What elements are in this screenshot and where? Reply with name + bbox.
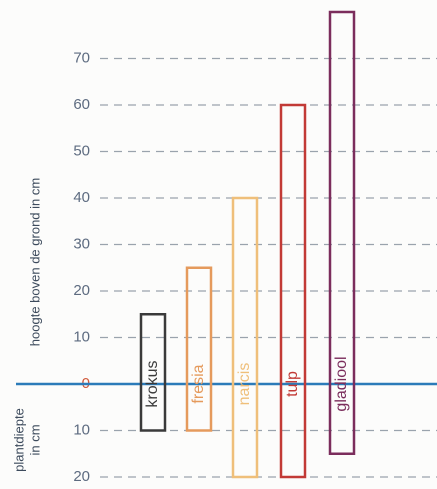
y-tick-label: 20 (73, 282, 90, 299)
bar-label: narcis (236, 363, 253, 406)
y-axis-title-below: plantdiepte (11, 408, 26, 472)
bar (328, 10, 356, 455)
y-tick-label: 40 (73, 189, 90, 206)
y-tick-label: 10 (73, 328, 90, 345)
y-tick-label: 10 (73, 421, 90, 438)
bar-label: krokus (144, 360, 161, 407)
bar-label: gladiool (333, 356, 350, 411)
y-axis-title: hoogte boven de grond in cm (27, 178, 42, 346)
y-tick-label: 60 (73, 96, 90, 113)
y-tick-label: 20 (73, 468, 90, 485)
bar (185, 266, 213, 432)
bar (231, 196, 259, 479)
bar-label: fresia (190, 364, 207, 403)
bar (139, 313, 167, 432)
y-axis-title-below: in cm (27, 424, 42, 455)
y-tick-label: 70 (73, 49, 90, 66)
y-tick-label: 30 (73, 235, 90, 252)
bar-label: tulp (284, 371, 301, 397)
y-tick-label: 50 (73, 142, 90, 159)
bar (279, 103, 307, 479)
